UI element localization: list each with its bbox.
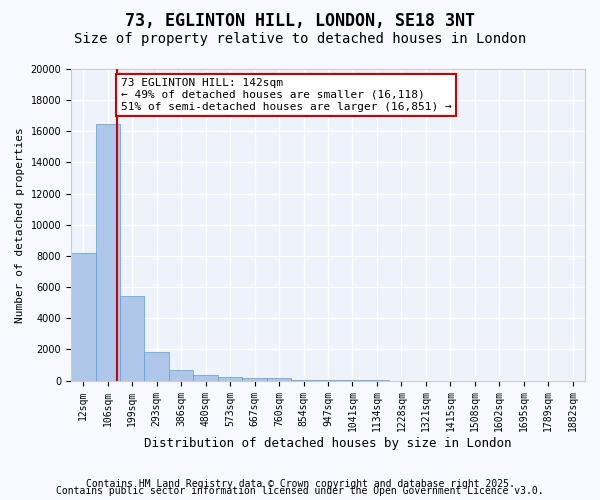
Bar [267,378,292,380]
Text: Size of property relative to detached houses in London: Size of property relative to detached ho… [74,32,526,46]
Text: Contains HM Land Registry data © Crown copyright and database right 2025.: Contains HM Land Registry data © Crown c… [86,479,514,489]
Text: Contains public sector information licensed under the Open Government Licence v3: Contains public sector information licen… [56,486,544,496]
X-axis label: Distribution of detached houses by size in London: Distribution of detached houses by size … [144,437,512,450]
Bar [71,253,95,380]
Text: 73 EGLINTON HILL: 142sqm
← 49% of detached houses are smaller (16,118)
51% of se: 73 EGLINTON HILL: 142sqm ← 49% of detach… [121,78,451,112]
Bar [218,376,242,380]
Y-axis label: Number of detached properties: Number of detached properties [15,127,25,322]
Bar [95,124,120,380]
Bar [169,370,193,380]
Bar [145,352,169,380]
Bar [242,378,267,380]
Text: 73, EGLINTON HILL, LONDON, SE18 3NT: 73, EGLINTON HILL, LONDON, SE18 3NT [125,12,475,30]
Bar [193,375,218,380]
Bar [120,296,145,380]
